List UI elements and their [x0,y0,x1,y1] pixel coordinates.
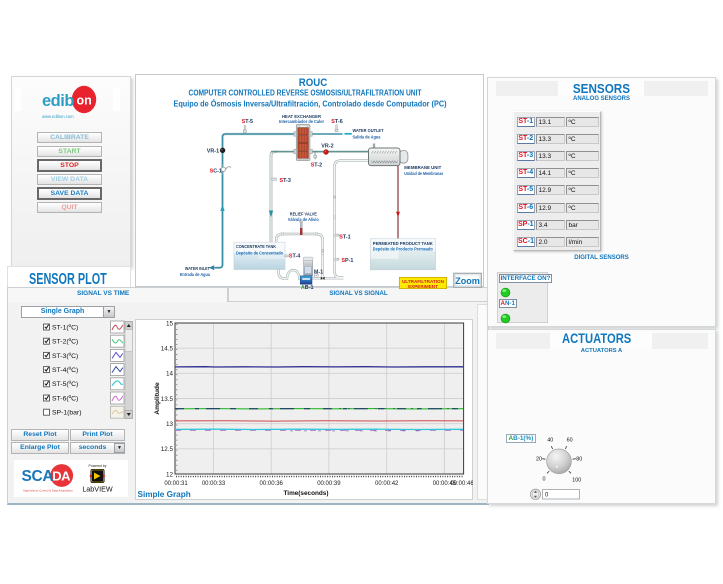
svg-text:Amplitude: Amplitude [154,382,161,415]
svg-text:Time(seconds): Time(seconds) [284,490,329,497]
svg-text:Entrada de Agua: Entrada de Agua [180,272,211,277]
svg-text:WATER OUTLET: WATER OUTLET [353,128,384,133]
svg-text:Depósito de Concentrado: Depósito de Concentrado [236,251,283,256]
svg-text:ST-4(ºC): ST-4(ºC) [52,367,78,374]
svg-text:AB-1: AB-1 [301,285,314,291]
svg-text:M-1: M-1 [314,269,323,275]
svg-text:ST-2: ST-2 [311,162,322,168]
svg-text:Equipo de Ósmosis Inversa/Ultr: Equipo de Ósmosis Inversa/Ultrafiltració… [174,98,447,109]
svg-text:12: 12 [166,471,174,478]
svg-text:WATER INLET: WATER INLET [185,266,210,271]
svg-text:00:00:42: 00:00:42 [375,481,399,487]
svg-text:Supervisory Control & Data Acq: Supervisory Control & Data Acquisition [23,489,73,493]
svg-text:60: 60 [567,437,573,443]
svg-text:ST-4: ST-4 [289,253,300,259]
svg-text:ULTRAFILTRATION: ULTRAFILTRATION [402,279,445,284]
svg-text:VR-2: VR-2 [321,143,333,149]
svg-text:100: 100 [572,478,581,484]
svg-text:13.5: 13.5 [161,396,174,403]
svg-text:ST-3: ST-3 [280,178,291,184]
svg-text:PERMEATED PRODUCT TANK: PERMEATED PRODUCT TANK [373,241,434,246]
svg-text:Powered by: Powered by [89,464,107,468]
svg-text:Unidad de Membranas: Unidad de Membranas [404,171,444,176]
svg-text:LabVIEW: LabVIEW [82,485,113,494]
svg-text:0: 0 [545,493,549,499]
svg-text:Salida de Agua: Salida de Agua [353,134,382,139]
svg-text:HEAT EXCHANGER: HEAT EXCHANGER [282,114,322,119]
svg-text:ST-2(ºC): ST-2(ºC) [52,339,78,346]
svg-text:www.edibon.com: www.edibon.com [42,114,74,119]
svg-text:00:00:45: 00:00:45 [433,481,457,487]
svg-text:CONCENTRATE TANK: CONCENTRATE TANK [236,244,277,249]
svg-text:00:00:31: 00:00:31 [164,481,188,487]
svg-text:0: 0 [543,477,546,483]
svg-text:14.5: 14.5 [161,346,174,353]
svg-text:Intercambiador de Calor: Intercambiador de Calor [279,119,324,124]
svg-text:VR-1: VR-1 [207,149,219,155]
svg-text:00:00:36: 00:00:36 [260,481,284,487]
svg-text:ROUC: ROUC [299,77,328,89]
svg-text:Depósito de Producto Permeado: Depósito de Producto Permeado [373,247,433,252]
svg-text:00:00:39: 00:00:39 [317,481,341,487]
svg-text:SC-1: SC-1 [210,169,222,175]
svg-text:ST-5(ºC): ST-5(ºC) [52,381,78,388]
svg-text:ST-3(ºC): ST-3(ºC) [52,353,78,360]
svg-text:COMPUTER CONTROLLED REVERSE OS: COMPUTER CONTROLLED REVERSE OSMOSIS/ULTR… [189,89,422,98]
svg-text:13: 13 [166,421,174,428]
svg-text:80: 80 [576,456,582,462]
svg-text:Zoom: Zoom [455,276,480,286]
svg-text:Simple Graph: Simple Graph [138,490,191,499]
svg-text:Válvula de Alivio: Válvula de Alivio [288,217,319,222]
svg-text:14: 14 [166,371,174,378]
svg-text:SCA: SCA [22,468,54,485]
svg-text:ST-6: ST-6 [331,119,342,125]
svg-text:RELIEF VALVE: RELIEF VALVE [290,212,317,217]
svg-text:15: 15 [166,320,174,327]
svg-text:ST-6(ºC): ST-6(ºC) [52,395,78,402]
svg-text:12.5: 12.5 [161,446,174,453]
svg-text:edib: edib [42,92,74,110]
svg-text:ST-1(ºC): ST-1(ºC) [52,324,78,331]
svg-text:SP-1: SP-1 [341,258,353,264]
svg-text:00:00:33: 00:00:33 [202,481,226,487]
svg-text:on: on [77,94,92,108]
svg-text:DA: DA [52,468,71,483]
svg-text:00:00:46: 00:00:46 [450,481,473,487]
svg-text:MEMBRANE UNIT: MEMBRANE UNIT [404,165,441,170]
svg-text:SP-1(bar): SP-1(bar) [52,410,81,417]
svg-text:EXPERIMENT: EXPERIMENT [408,284,438,289]
svg-text:ST-1: ST-1 [339,235,350,241]
svg-text:20: 20 [536,456,542,462]
svg-text:ST-5: ST-5 [242,119,253,125]
svg-text:40: 40 [547,437,553,443]
